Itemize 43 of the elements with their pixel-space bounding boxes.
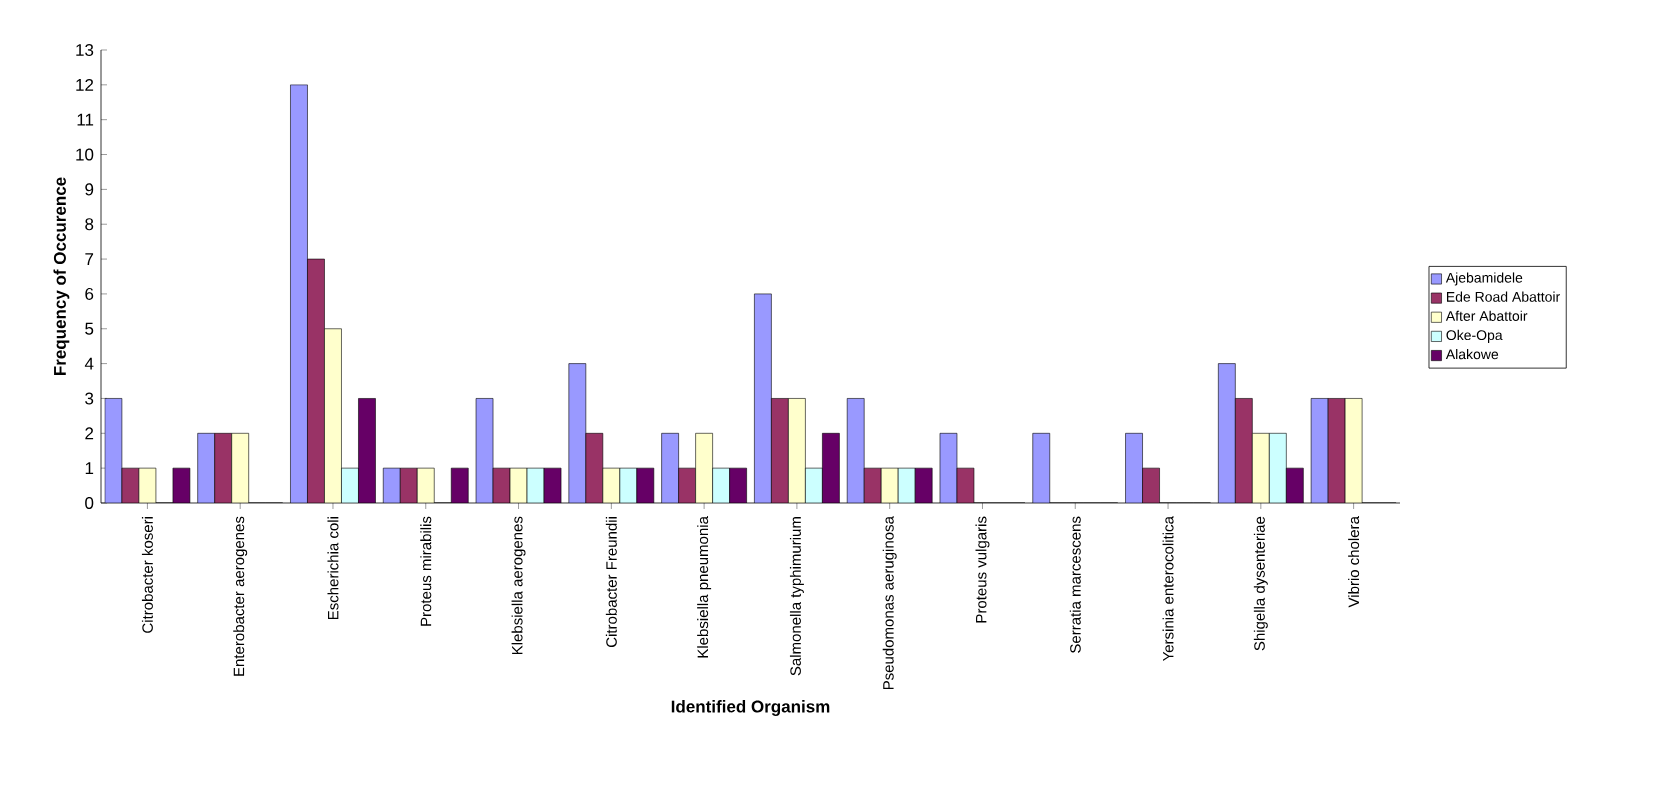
bar xyxy=(358,398,376,503)
bar xyxy=(822,433,840,503)
y-tick-label: 9 xyxy=(85,183,94,196)
y-tick-label: 0 xyxy=(85,496,94,509)
y-tick-label: 3 xyxy=(85,392,94,405)
y-tick-label: 5 xyxy=(85,322,94,335)
legend-label: Ede Road Abattoir xyxy=(1446,291,1560,302)
x-tick-label: Salmonella typhimurium xyxy=(789,517,804,676)
legend-label: Ajebamidele xyxy=(1445,272,1523,286)
x-tick-label: Citrobacter Freundii xyxy=(605,517,617,648)
legend-label: Oke-Opa xyxy=(1446,329,1503,343)
bar xyxy=(771,398,789,503)
y-tick-label: 11 xyxy=(77,113,94,126)
y-tick-label: 13 xyxy=(76,43,94,56)
x-tick-label: Escherichia coli xyxy=(327,517,339,620)
y-tick-label: 7 xyxy=(85,253,94,265)
legend-label: After Abattoir xyxy=(1445,310,1528,321)
x-tick-label: Klebsiella pneumonia xyxy=(697,516,712,658)
x-tick-label: Proteus mirabilis xyxy=(420,516,432,626)
y-tick-label: 1 xyxy=(85,462,94,474)
x-tick-label: Shigella dysenteriae xyxy=(1253,516,1268,651)
x-tick-label: Pseudomonas aeruginosa xyxy=(882,516,897,690)
y-tick-label: 8 xyxy=(85,218,94,231)
y-tick-label: 6 xyxy=(85,287,94,300)
x-tick-label: Citrobacter koseri xyxy=(141,517,153,633)
legend-label: Alakowe xyxy=(1445,348,1499,360)
bar xyxy=(1235,398,1253,503)
y-tick-label: 4 xyxy=(84,357,94,370)
x-tick-label: Yersinia enterocolitica xyxy=(1162,516,1174,662)
bar xyxy=(307,259,325,503)
bar xyxy=(214,433,232,503)
y-tick-label: 2 xyxy=(85,427,94,440)
bar xyxy=(1269,433,1287,503)
x-tick-label: Serratia marcescens xyxy=(1069,516,1081,653)
x-axis-title: Identified Organism xyxy=(671,700,830,716)
y-tick-label: 12 xyxy=(76,78,94,91)
y-axis-title: Frequency of Occurence xyxy=(53,177,70,376)
x-tick-label: Klebsiella aerogenes xyxy=(511,516,526,655)
y-tick-label: 10 xyxy=(76,148,94,161)
x-tick-label: Vibrio cholera xyxy=(1348,516,1360,608)
bar xyxy=(585,433,603,503)
x-tick-label: Enterobacter aerogenes xyxy=(233,516,248,676)
x-tick-label: Proteus vulgaris xyxy=(975,516,990,623)
